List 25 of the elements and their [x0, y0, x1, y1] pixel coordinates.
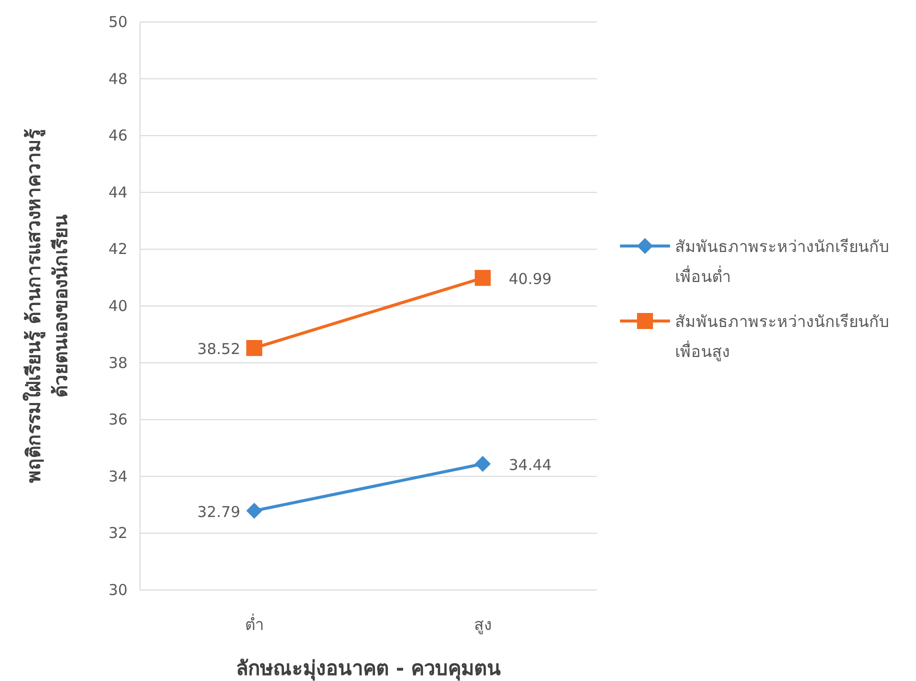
point [246, 340, 262, 356]
x-tick-label: ต่ำ [244, 613, 264, 634]
data-label: 38.52 [197, 340, 240, 358]
y-tick-label: 50 [108, 13, 128, 31]
y-axis-title: พฤติกรรมใฝ่เรียนรู้ ด้านการแสวงหาความรู้ ด้วยตนเองของนักเรียน [22, 128, 72, 483]
point [246, 502, 262, 519]
x-tick-label: สูง [474, 615, 492, 635]
y-tick-label: 30 [108, 581, 128, 599]
data-label: 32.79 [197, 502, 240, 521]
y-tick-label: 48 [108, 70, 128, 88]
data-label: 40.99 [508, 270, 552, 288]
y-tick-label: 40 [108, 297, 128, 315]
y-tick-label: 46 [108, 126, 128, 145]
y-tick-label: 38 [108, 354, 128, 372]
y-tick-label: 32 [108, 524, 128, 542]
y-tick-label: 42 [108, 240, 128, 258]
legend-label: สัมพันธภาพระหว่างนักเรียนกับเพื่อนสูง [675, 312, 889, 362]
x-axis-title: ลักษณะมุ่งอนาคต - ควบคุมตน [236, 656, 502, 681]
y-tick-label: 44 [108, 183, 128, 202]
data-label: 34.44 [508, 456, 552, 474]
y-tick-label: 36 [108, 410, 128, 429]
y-tick-label: 34 [108, 467, 128, 486]
point [474, 270, 491, 286]
legend-label: สัมพันธภาพระหว่างนักเรียนกับเพื่อนต่ำ [675, 237, 889, 286]
point [474, 456, 491, 472]
